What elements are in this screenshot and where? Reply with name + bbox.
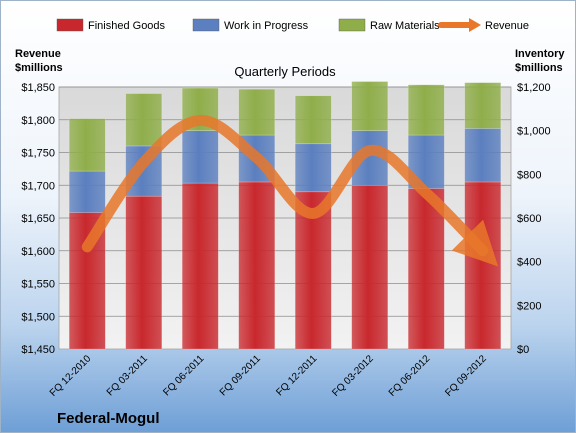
right-tick-label: $800 (517, 169, 541, 181)
right-tick-label: $1,000 (517, 126, 551, 138)
legend-label-work-in-progress: Work in Progress (224, 20, 309, 32)
company-name: Federal-Mogul (57, 410, 160, 427)
left-tick-label: $1,750 (21, 148, 55, 160)
left-tick-label: $1,850 (21, 82, 55, 94)
legend-swatch-raw-materials (338, 18, 366, 32)
bar-raw-materials (68, 118, 106, 172)
x-tick-label: FQ 03-2012 (330, 353, 376, 399)
left-tick-label: $1,800 (21, 115, 55, 127)
x-tick-label: FQ 12-2010 (48, 353, 94, 399)
right-axis-title-line1: Inventory (515, 48, 565, 60)
x-tick-label: FQ 12-2011 (274, 353, 319, 398)
left-tick-label: $1,600 (21, 246, 55, 258)
bar-finished-goods (181, 182, 219, 350)
x-tick-label: FQ 06-2012 (387, 353, 433, 399)
right-tick-label: $200 (517, 300, 541, 312)
legend-label-finished-goods: Finished Goods (88, 20, 166, 32)
bar-finished-goods (407, 188, 445, 350)
right-axis-title-line2: $millions (515, 62, 563, 74)
left-tick-label: $1,550 (21, 279, 55, 291)
right-tick-label: $600 (517, 213, 541, 225)
bar-work-in-progress (181, 130, 219, 184)
bar-finished-goods (125, 195, 163, 350)
left-tick-label: $1,500 (21, 311, 55, 323)
right-tick-label: $400 (517, 257, 541, 269)
x-tick-label: FQ 03-2011 (105, 353, 150, 398)
legend-label-raw-materials: Raw Materials (370, 20, 440, 32)
bar-raw-materials (351, 81, 389, 131)
x-tick-label: FQ 09-2011 (218, 353, 263, 398)
legend-swatch-work-in-progress (192, 18, 220, 32)
left-axis-title-line2: $millions (15, 62, 63, 74)
right-tick-label: $1,200 (517, 82, 551, 94)
bar-work-in-progress (294, 143, 332, 193)
chart-subtitle: Quarterly Periods (234, 64, 336, 79)
bar-work-in-progress (68, 170, 106, 213)
bar-finished-goods (351, 184, 389, 350)
revenue-line (81, 114, 499, 267)
x-tick-label: FQ 09-2012 (443, 353, 489, 399)
bar-raw-materials (125, 93, 163, 147)
right-tick-label: $0 (517, 344, 529, 356)
bar-work-in-progress (464, 128, 502, 183)
bar-raw-materials (464, 82, 502, 129)
bar-finished-goods (238, 181, 276, 350)
bar-raw-materials (407, 84, 445, 136)
left-tick-label: $1,450 (21, 344, 55, 356)
legend-label-revenue: Revenue (485, 20, 529, 32)
bar-finished-goods (464, 181, 502, 350)
x-tick-label: FQ 06-2011 (161, 353, 206, 398)
legend-swatch-finished-goods (56, 18, 84, 32)
left-axis-title-line1: Revenue (15, 48, 61, 60)
bar-raw-materials (238, 88, 276, 136)
left-tick-label: $1,650 (21, 213, 55, 225)
bar-raw-materials (294, 95, 332, 145)
legend-arrowhead (469, 18, 481, 32)
left-tick-label: $1,700 (21, 180, 55, 192)
